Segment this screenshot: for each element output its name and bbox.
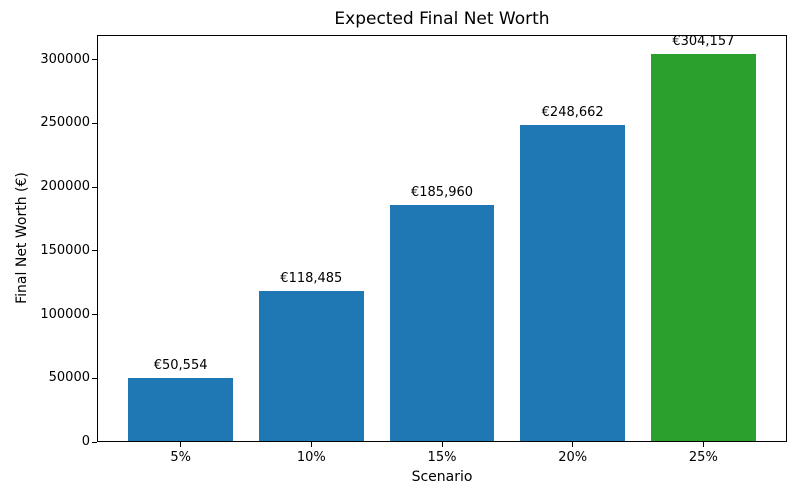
- x-axis-tick: [180, 442, 182, 447]
- bar-value-label: €185,960: [410, 185, 474, 200]
- bar-value-label: €118,485: [280, 271, 343, 286]
- bar-value-label: €248,662: [541, 105, 604, 121]
- bar-15%: [389, 205, 495, 442]
- bar-value-label: €304,157: [672, 34, 735, 50]
- y-axis-tick: [92, 122, 97, 124]
- y-axis-tick-label: 150000: [40, 242, 90, 258]
- bar-20%: [520, 125, 625, 442]
- y-axis-tick-label: 50000: [48, 370, 90, 386]
- x-axis-tick-label: 25%: [688, 450, 718, 465]
- y-axis-tick-label: 0: [81, 434, 90, 449]
- x-axis-tick: [441, 442, 443, 447]
- x-axis-tick-label: 10%: [296, 450, 326, 465]
- y-axis-tick-label: 300000: [40, 51, 90, 67]
- y-axis-tick: [92, 314, 97, 316]
- x-axis-tick: [310, 442, 312, 447]
- x-axis-tick: [702, 442, 704, 447]
- bar-10%: [259, 291, 364, 442]
- y-axis-tick-label: 100000: [40, 306, 90, 322]
- x-axis-tick-label: 5%: [170, 450, 191, 465]
- x-axis-tick-label: 20%: [558, 450, 588, 465]
- chart-title: Expected Final Net Worth: [334, 9, 550, 29]
- y-axis-tick: [92, 250, 97, 252]
- y-axis-tick: [92, 59, 97, 61]
- bar-value-label: €50,554: [153, 357, 208, 373]
- bar-25%: [651, 54, 756, 442]
- x-axis-tick: [572, 442, 574, 447]
- x-axis-label: Scenario: [411, 469, 473, 485]
- bar-5%: [128, 377, 233, 442]
- y-axis-tick: [92, 186, 97, 188]
- x-axis-tick-label: 15%: [427, 450, 457, 465]
- y-axis-tick: [92, 377, 97, 379]
- y-axis-tick-label: 200000: [40, 179, 90, 195]
- y-axis-tick: [92, 441, 97, 443]
- y-axis-tick-label: 250000: [40, 115, 90, 131]
